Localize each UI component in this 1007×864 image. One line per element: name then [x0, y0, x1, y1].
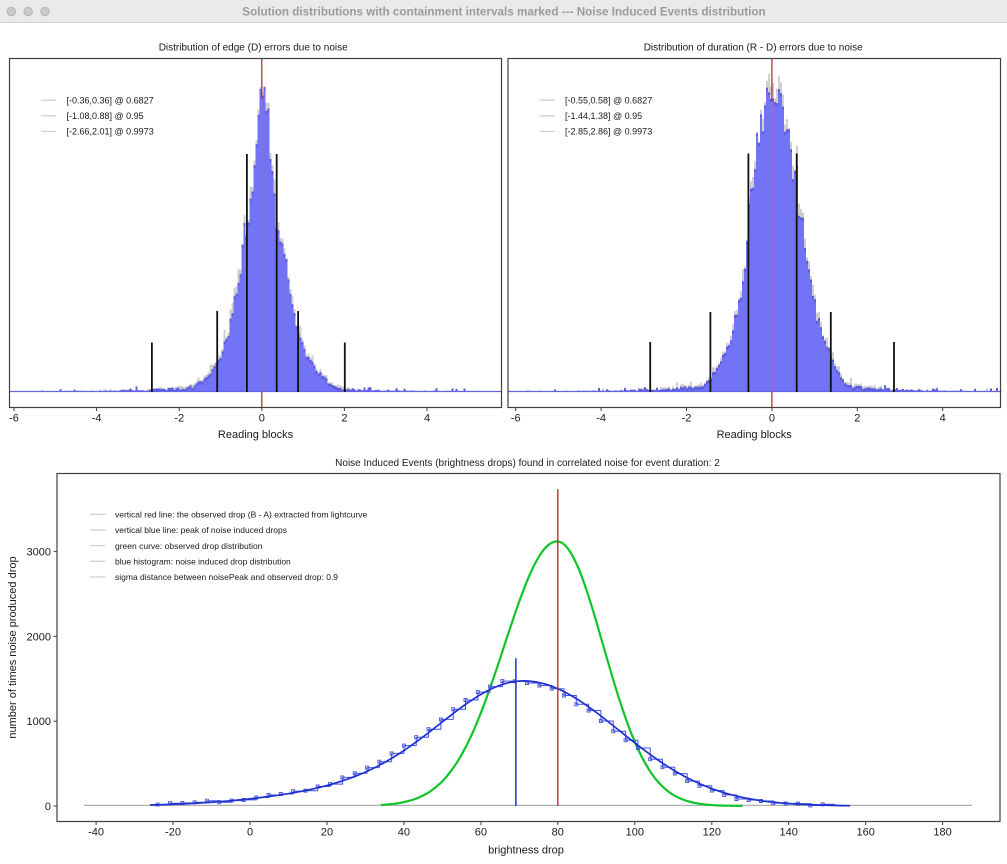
svg-text:[-0.36,0.36] @ 0.6827: [-0.36,0.36] @ 0.6827: [67, 95, 154, 105]
svg-text:1000: 1000: [27, 716, 51, 728]
svg-text:4: 4: [940, 413, 946, 425]
svg-text:[-1.08,0.88] @ 0.95: [-1.08,0.88] @ 0.95: [67, 111, 144, 121]
svg-text:brightness drop: brightness drop: [488, 845, 564, 857]
svg-text:0: 0: [769, 413, 775, 425]
svg-text:-40: -40: [88, 827, 104, 839]
svg-text:Noise Induced Events (brightne: Noise Induced Events (brightness drops) …: [335, 458, 720, 469]
svg-text:-2: -2: [682, 413, 692, 425]
svg-text:3000: 3000: [27, 547, 51, 559]
svg-text:sigma distance between noisePe: sigma distance between noisePeak and obs…: [115, 572, 338, 582]
svg-text:Solution distributions with co: Solution distributions with containment …: [242, 6, 765, 19]
svg-text:100: 100: [626, 827, 644, 839]
svg-text:vertical red line: the observe: vertical red line: the observed drop (B …: [115, 510, 368, 520]
svg-text:-4: -4: [596, 413, 606, 425]
svg-text:number of times noise produced: number of times noise produced drop: [7, 556, 19, 738]
svg-text:140: 140: [780, 827, 798, 839]
svg-text:-6: -6: [511, 413, 521, 425]
svg-text:vertical blue line: peak of no: vertical blue line: peak of noise induce…: [115, 525, 287, 535]
svg-text:80: 80: [552, 827, 564, 839]
svg-text:120: 120: [703, 827, 721, 839]
svg-text:40: 40: [398, 827, 410, 839]
svg-text:[-1.44,1.38] @ 0.95: [-1.44,1.38] @ 0.95: [565, 111, 642, 121]
svg-text:green curve: observed drop dis: green curve: observed drop distribution: [115, 541, 263, 551]
svg-text:-4: -4: [92, 413, 102, 425]
svg-text:180: 180: [933, 827, 951, 839]
svg-text:2: 2: [854, 413, 860, 425]
svg-text:2: 2: [341, 413, 347, 425]
svg-text:160: 160: [857, 827, 875, 839]
svg-text:2000: 2000: [27, 631, 51, 643]
svg-text:0: 0: [45, 801, 51, 813]
svg-text:blue histogram: noise induced: blue histogram: noise induced drop distr…: [115, 557, 291, 567]
svg-text:Reading blocks: Reading blocks: [717, 429, 793, 441]
svg-text:0: 0: [247, 827, 253, 839]
svg-text:Reading blocks: Reading blocks: [218, 429, 294, 441]
svg-text:-20: -20: [165, 827, 181, 839]
svg-text:[-2.85,2.86] @ 0.9973: [-2.85,2.86] @ 0.9973: [565, 127, 652, 137]
svg-text:Distribution of duration (R -: Distribution of duration (R - D) errors …: [644, 43, 863, 54]
svg-text:[-2.66,2.01] @ 0.9973: [-2.66,2.01] @ 0.9973: [67, 127, 154, 137]
svg-text:-6: -6: [9, 413, 19, 425]
svg-text:60: 60: [475, 827, 487, 839]
svg-text:Distribution of edge (D) error: Distribution of edge (D) errors due to n…: [159, 43, 348, 54]
svg-text:[-0.55,0.58] @ 0.6827: [-0.55,0.58] @ 0.6827: [565, 95, 652, 105]
svg-text:4: 4: [424, 413, 430, 425]
svg-text:20: 20: [321, 827, 333, 839]
svg-text:0: 0: [259, 413, 265, 425]
svg-text:-2: -2: [174, 413, 184, 425]
